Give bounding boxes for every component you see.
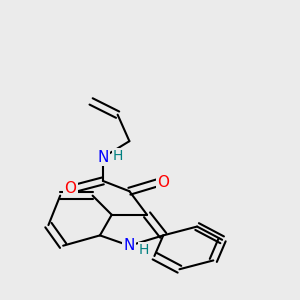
Text: H: H	[112, 149, 123, 163]
Text: O: O	[64, 181, 76, 196]
Text: H: H	[139, 243, 149, 257]
Text: N: N	[97, 150, 109, 165]
Text: N: N	[124, 238, 135, 253]
Text: O: O	[157, 175, 169, 190]
